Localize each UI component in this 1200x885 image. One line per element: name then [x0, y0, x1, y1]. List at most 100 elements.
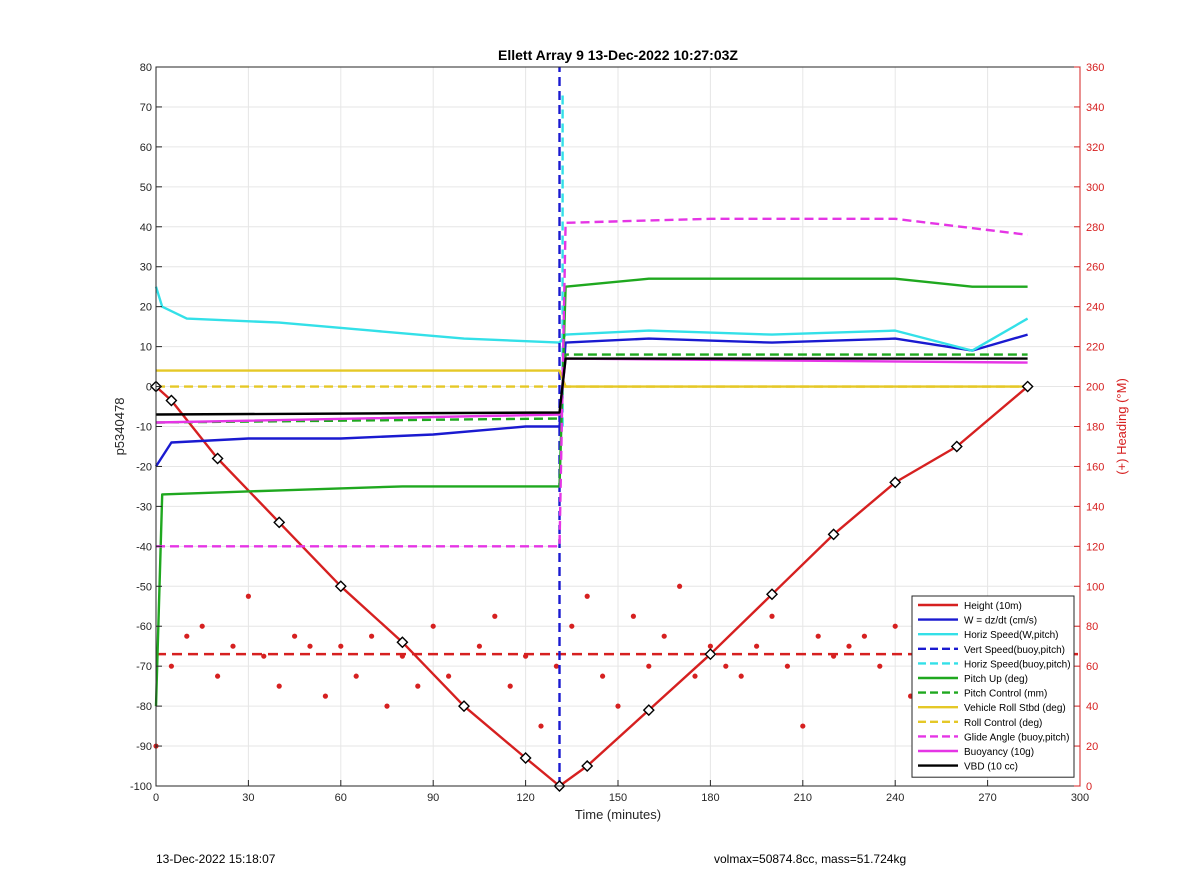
height-marker: [704, 648, 717, 661]
series-pitch-up-deg: [154, 277, 1028, 707]
y-right-tick-label: 140: [1086, 501, 1104, 513]
height-marker: [334, 580, 347, 593]
y-tick-label: -20: [136, 461, 152, 473]
heading-point: [369, 633, 375, 639]
heading-point: [553, 663, 560, 669]
height-marker: [889, 476, 902, 489]
y-right-tick-label: 80: [1086, 621, 1098, 633]
y-tick-label: 40: [140, 222, 152, 234]
series-glide-angle-buoy-pitch: [156, 217, 1028, 548]
height-marker: [766, 588, 778, 601]
heading-point: [307, 643, 313, 649]
legend-label: VBD (10 cc): [964, 762, 1018, 773]
heading-point: [661, 633, 667, 639]
y-right-tick-label: 280: [1086, 222, 1104, 234]
y-right-tick-label: 200: [1086, 382, 1104, 394]
heading-point: [630, 613, 637, 619]
heading-point: [831, 653, 837, 659]
heading-point: [523, 653, 529, 659]
heading-point: [646, 663, 652, 669]
heading-point: [846, 643, 852, 649]
heading-point: [245, 593, 251, 599]
height-marker: [165, 394, 178, 407]
y-right-tick-label: 160: [1086, 461, 1104, 473]
legend-label: Buoyancy (10g): [964, 747, 1034, 758]
y-tick-label: 20: [140, 302, 152, 314]
legend-label: Horiz Speed(W,pitch): [964, 630, 1058, 641]
y-tick-label: 0: [146, 382, 152, 394]
heading-point: [415, 683, 421, 689]
x-tick-label: 150: [609, 792, 627, 804]
x-tick-label: 90: [427, 792, 439, 804]
heading-point: [492, 613, 498, 619]
height-marker: [1021, 380, 1034, 393]
heading-point: [723, 663, 729, 669]
y-right-tick-label: 60: [1086, 661, 1098, 673]
height-marker: [519, 752, 532, 765]
heading-point: [384, 703, 390, 709]
y-tick-label: -40: [136, 541, 152, 553]
y-right-tick-label: 240: [1086, 302, 1104, 314]
heading-point: [600, 673, 606, 679]
x-tick-label: 210: [794, 792, 812, 804]
heading-point: [538, 723, 544, 729]
height-marker: [827, 528, 840, 541]
heading-point: [754, 643, 760, 649]
heading-point: [892, 623, 898, 629]
legend-label: W = dz/dt (cm/s): [964, 616, 1037, 627]
heading-point: [184, 633, 190, 639]
heading-point: [815, 633, 821, 639]
legend-box: [911, 595, 1075, 778]
heading-point: [692, 673, 698, 679]
y-tick-label: 10: [140, 342, 152, 354]
heading-point: [168, 663, 174, 669]
x-tick-label: 30: [242, 792, 254, 804]
x-tick-label: 120: [516, 792, 534, 804]
footer-vehicle-info: volmax=50874.8cc, mass=51.724kg: [714, 852, 907, 866]
series-pitch-control-mm: [155, 353, 1028, 424]
height-marker: [211, 452, 224, 465]
chart-title: Ellett Array 9 13-Dec-2022 10:27:03Z: [498, 47, 738, 63]
height-marker: [581, 760, 594, 773]
legend-label: Vert Speed(buoy,pitch): [964, 645, 1065, 656]
x-tick-label: 300: [1071, 792, 1089, 804]
heading-point: [476, 643, 482, 649]
y-right-tick-label: 300: [1086, 182, 1104, 194]
y-axis-label-right: (+) Heading (°M): [1114, 378, 1129, 475]
y-tick-label: -10: [136, 422, 152, 434]
y-tick-label: -50: [136, 581, 152, 593]
heading-point: [569, 623, 575, 629]
series-w-dz-dt-cm-s: [154, 333, 1028, 468]
y-right-tick-label: 20: [1086, 741, 1098, 753]
y-tick-label: 80: [140, 62, 152, 74]
y-tick-label: 60: [140, 142, 152, 154]
y-right-tick-label: 120: [1086, 541, 1104, 553]
y-right-tick-label: 220: [1086, 342, 1104, 354]
y-tick-label: -80: [136, 701, 152, 713]
heading-point: [769, 613, 775, 619]
legend-label: Vehicle Roll Stbd (deg): [964, 703, 1066, 714]
heading-point: [584, 593, 590, 599]
y-right-tick-label: 40: [1086, 701, 1098, 713]
heading-point: [861, 633, 868, 639]
y-tick-label: -70: [136, 661, 152, 673]
height-marker: [273, 516, 286, 529]
legend: Height (10m) W = dz/dt (cm/s) Horiz Speed(…: [911, 595, 1075, 778]
y-tick-label: -100: [130, 781, 152, 793]
x-axis-label: Time (minutes): [575, 807, 661, 822]
legend-label: Roll Control (deg): [964, 718, 1042, 729]
series-horiz-speed-w-pitch: [154, 286, 1029, 352]
heading-point: [738, 673, 744, 679]
height-marker: [950, 440, 963, 453]
y-right-tick-label: 0: [1086, 781, 1092, 793]
heading-point: [261, 653, 267, 659]
y-tick-label: -60: [136, 621, 152, 633]
height-marker: [642, 704, 655, 717]
heading-point: [292, 633, 298, 639]
ticks: 0 30 60 90 120 150 180 210 240 270 300-100-90-80-7…: [130, 62, 1104, 804]
footer-timestamp: 13-Dec-2022 15:18:07: [156, 852, 276, 866]
legend-label: Pitch Up (deg): [964, 674, 1028, 685]
legend-label: Pitch Control (mm): [964, 689, 1047, 700]
heading-point: [784, 663, 791, 669]
